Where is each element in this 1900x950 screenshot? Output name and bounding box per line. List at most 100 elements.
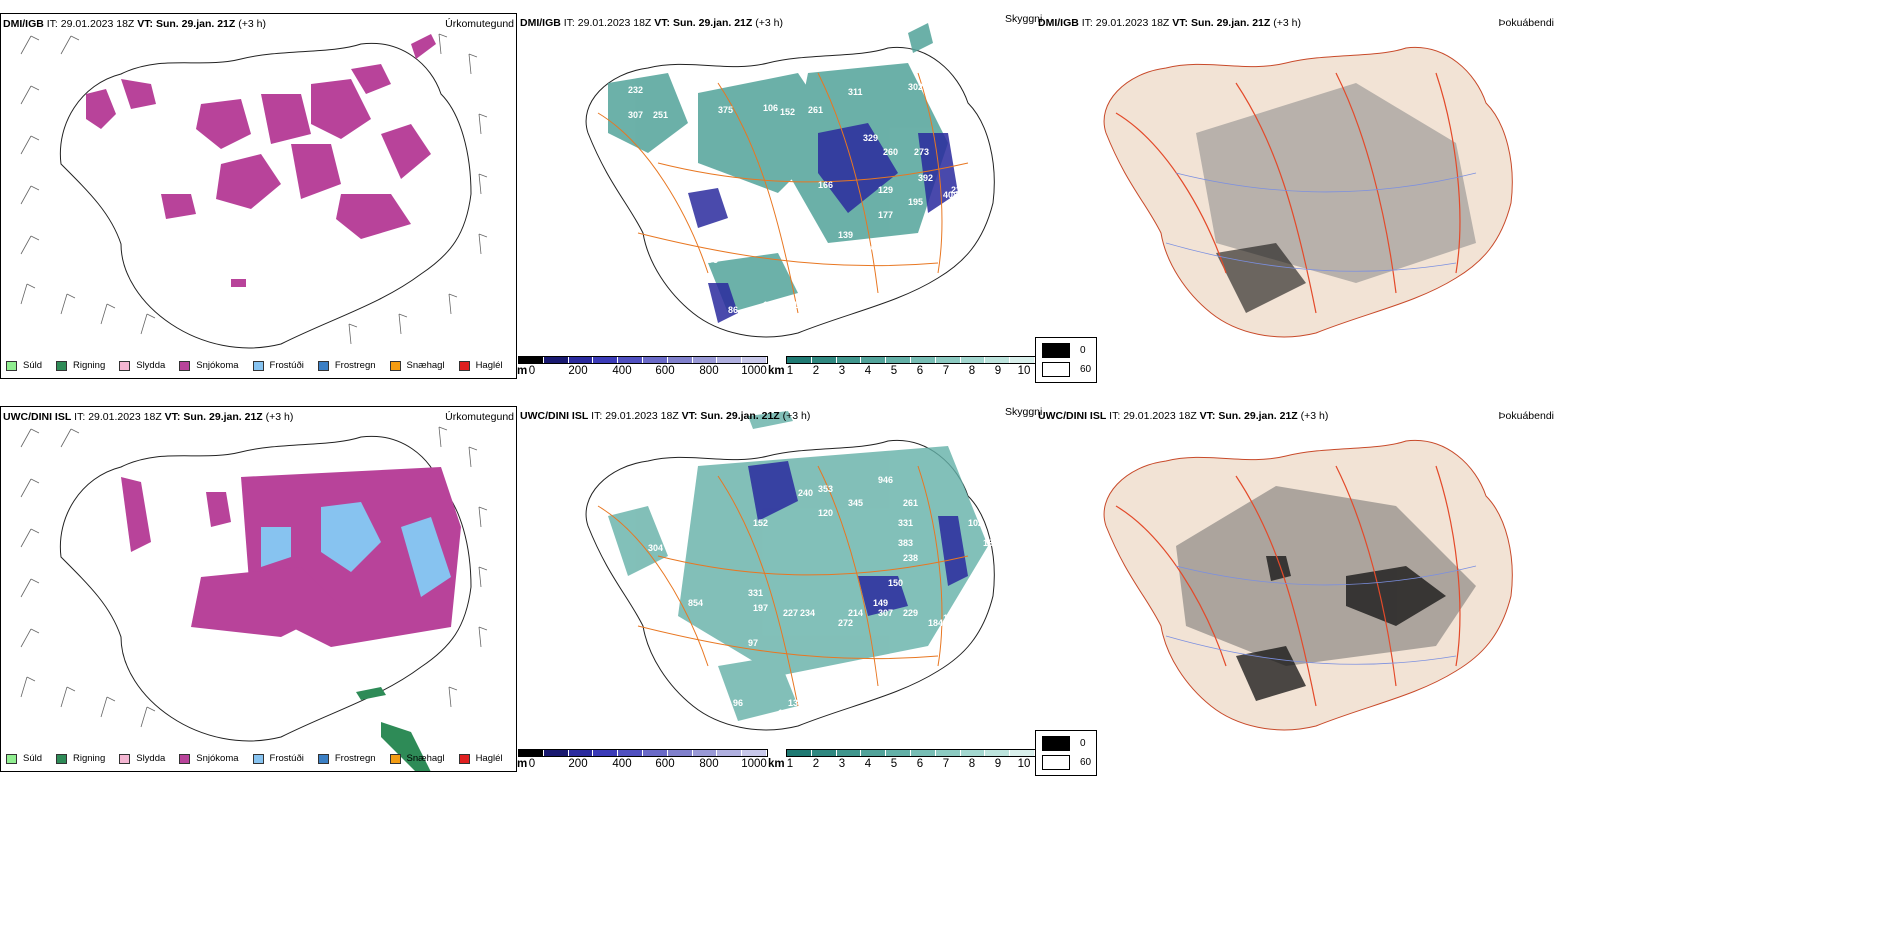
cloudbase-ticks: 0 200 400 600 800 1000: [518, 364, 768, 378]
cloud-map-top: 232 307 251 375 106 152 261 311 302 188 130 329 260 2…: [585, 23, 995, 338]
lead-time: (+3 h): [1300, 410, 1329, 422]
valid-time: Sun. 29.jan. 21Z: [183, 411, 263, 423]
legend-label: Haglél: [475, 753, 503, 764]
precip-legend: Súld Rigning Slydda Snjókoma Frostúði Fr…: [6, 753, 503, 764]
model-name: DMI/IGB: [1038, 17, 1079, 29]
cloudbase-value-label: 217: [858, 245, 873, 255]
cloudbase-value-label: 186: [983, 538, 998, 548]
visibility-ticks: 1 2 3 4 5 6 7 8 9 10: [786, 364, 1036, 378]
scale-tick: 5: [890, 758, 898, 770]
cloud-panel-top: 232 307 251 375 106 152 261 311 302 188 130 329 260 2…: [517, 13, 1042, 379]
fog-dense: [1236, 556, 1446, 701]
scale-tick: 8: [968, 758, 976, 770]
model-name: DMI/IGB: [520, 17, 561, 29]
cloudbase-value-label: 383: [898, 538, 913, 548]
panel-header: UWC/DINI ISL IT: 29.01.2023 18Z VT: Sun.…: [520, 410, 810, 422]
panel-type-cloud: Skyggni: [1005, 406, 1043, 418]
visibility-unit: km: [768, 758, 785, 770]
cloudbase-value-label: 75: [708, 255, 718, 265]
cloudbase-value-label: 120: [818, 508, 833, 518]
scale-tick: 1000: [741, 758, 767, 770]
roads: [1115, 72, 1461, 314]
model-name: UWC/DINI ISL: [1038, 410, 1107, 422]
cloudbase-scale: 0 200 400 600 800 1000 m: [517, 356, 768, 378]
panel-header: UWC/DINI ISL IT: 29.01.2023 18Z VT: Sun.…: [1038, 410, 1328, 422]
cloudbase-value-label: 23: [813, 305, 823, 315]
legend-label: Frostúði: [269, 753, 304, 764]
scale-tick: 400: [612, 758, 632, 770]
valid-label: VT:: [1199, 410, 1216, 422]
legend-swatch: [179, 753, 191, 764]
scale-tick: 200: [568, 758, 588, 770]
legend-item: Snæhagl: [389, 753, 445, 764]
valid-time: Sun. 29.jan. 21Z: [1218, 410, 1298, 422]
cloudbase-value-label: 150: [888, 578, 903, 588]
scale-tick: 7: [942, 758, 950, 770]
cloud-panel-bottom: 240 353 946 345 261 120 331 102 152 383 238 186 132 3…: [517, 406, 1042, 772]
cloudbase-value-label: 357: [778, 190, 793, 200]
panel-type-precip: Úrkomutegund: [445, 411, 514, 423]
valid-time: Sun. 29.jan. 21Z: [700, 410, 780, 422]
visibility-scale: 1 2 3 4 5 6 7 8 9 10 km: [768, 749, 1036, 771]
legend-swatch: [317, 360, 329, 371]
fog-legend-top: 0 60: [1035, 337, 1097, 383]
scale-tick: 9: [994, 365, 1002, 377]
legend-item: Haglél: [458, 360, 503, 371]
fog-panel-bottom: UWC/DINI ISL IT: 29.01.2023 18Z VT: Sun.…: [1036, 406, 1556, 772]
rain-areas: [356, 687, 431, 771]
fog-legend-label: 60: [1080, 364, 1092, 375]
init-time: 29.01.2023 18Z: [577, 17, 652, 29]
lead-time: (+3 h): [265, 411, 294, 423]
precip-map-top: [20, 33, 488, 349]
legend-item: Rigning: [56, 360, 105, 371]
cloudbase-value-label: 392: [918, 173, 933, 183]
legend-item: Frostregn: [317, 360, 376, 371]
cloudbase-value-label: 113: [778, 708, 793, 718]
cloudbase-value-label: 261: [903, 498, 918, 508]
cloudbase-value-label: 304: [648, 543, 663, 553]
cloudbase-value-label: 134: [788, 698, 803, 708]
init-time: 29.01.2023 18Z: [60, 18, 135, 30]
cloud-map-bottom: 240 353 946 345 261 120 331 102 152 383 238 186 132 3…: [585, 411, 998, 731]
cloudbase-value-label: 272: [838, 618, 853, 628]
cloudbase-value-label: 115: [978, 195, 993, 205]
scale-tick: 10: [1017, 758, 1031, 770]
cloudbase-value-label: 149: [873, 598, 888, 608]
legend-swatch: [56, 753, 68, 764]
legend-item: Súld: [6, 360, 42, 371]
cloudbase-unit: m: [517, 365, 528, 377]
init-label: IT:: [74, 411, 86, 423]
legend-label: Rigning: [73, 753, 106, 764]
fog-map-bottom: [1103, 439, 1513, 731]
precip-panel-top: DMI/IGB IT: 29.01.2023 18Z VT: Sun. 29.j…: [0, 13, 517, 379]
cloudbase-value-label: 302: [908, 82, 923, 92]
legend-swatch: [6, 753, 17, 764]
fog-legend-label: 60: [1080, 757, 1092, 768]
valid-label: VT:: [164, 411, 181, 423]
valid-time: Sun. 29.jan. 21Z: [672, 17, 753, 29]
cloudbase-value-label: 209: [903, 235, 918, 245]
wind-barbs: [20, 33, 488, 345]
legend-label: Slydda: [136, 360, 166, 371]
scale-tick: 600: [655, 365, 675, 377]
cloudbase-value-label: 93: [958, 240, 968, 250]
panel-header: UWC/DINI ISL IT: 29.01.2023 18Z VT: Sun.…: [3, 411, 293, 423]
legend-label: Slydda: [136, 753, 166, 764]
legend-item: Frostúði: [252, 753, 304, 764]
cloudbase-value-label: 129: [878, 185, 893, 195]
cloudbase-value-label: 166: [818, 180, 833, 190]
panel-header: DMI/IGB IT: 29.01.2023 18Z VT: Sun. 29.j…: [3, 18, 266, 30]
road-network: [597, 465, 969, 707]
init-label: IT:: [1109, 410, 1121, 422]
cloudbase-value-label: 408: [943, 190, 958, 200]
valid-label: VT:: [681, 410, 698, 422]
cloudbase-value-label: 97: [748, 638, 758, 648]
cloudbase-value-label: 227: [783, 608, 798, 618]
scale-tick: 5: [890, 365, 898, 377]
cloudbase-areas: [688, 123, 958, 323]
init-label: IT:: [591, 410, 603, 422]
lead-time: (+3 h): [755, 17, 783, 29]
scale-tick: 800: [699, 758, 719, 770]
cloudbase-value-label: 61: [713, 653, 723, 663]
legend-label: Frostúði: [269, 360, 304, 371]
